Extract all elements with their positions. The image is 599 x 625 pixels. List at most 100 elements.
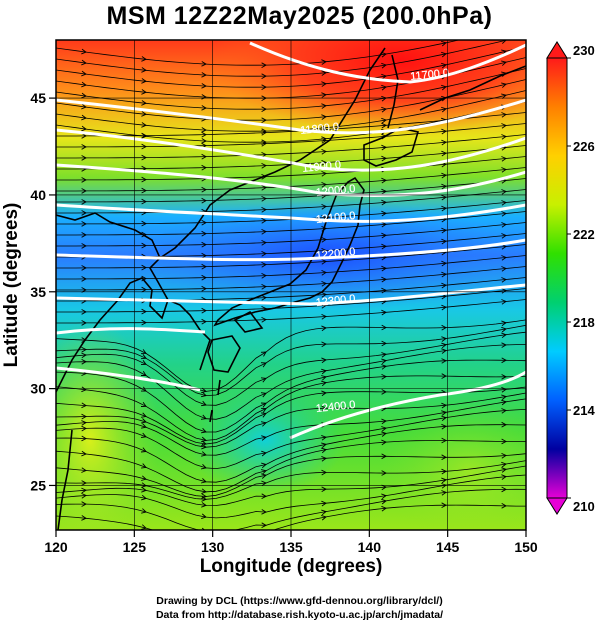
wind-arrow xyxy=(501,60,507,66)
wind-arrow xyxy=(381,453,387,460)
wind-arrow xyxy=(81,221,87,227)
wind-arrow xyxy=(441,51,447,58)
colorbar-min-arrow xyxy=(546,497,568,515)
wind-arrow xyxy=(201,138,207,144)
wind-arrow xyxy=(321,236,327,243)
wind-arrow xyxy=(321,103,327,109)
wind-arrow xyxy=(201,451,207,457)
wind-arrow xyxy=(501,467,507,473)
wind-arrow xyxy=(381,265,387,272)
wind-arrow xyxy=(201,496,207,502)
wind-arrow xyxy=(261,217,267,224)
wind-arrow xyxy=(381,51,387,58)
contour-label: 11900.0 xyxy=(302,159,342,175)
wind-arrow xyxy=(501,255,507,261)
wind-arrow xyxy=(81,413,87,420)
wind-arrow xyxy=(501,503,507,509)
wind-arrow xyxy=(261,480,267,487)
contour-labels: 11700.011800.011900.012000.012100.012200… xyxy=(300,67,450,415)
wind-arrow xyxy=(441,336,447,342)
wind-arrow xyxy=(81,492,87,499)
wind-arrow xyxy=(261,173,267,180)
x-axis-label: Longitude (degrees) xyxy=(199,556,383,577)
wind-arrow xyxy=(381,287,387,294)
wind-arrow xyxy=(260,469,267,475)
wind-arrow xyxy=(141,67,147,73)
wind-arrow xyxy=(321,380,327,387)
wind-arrow xyxy=(501,49,507,55)
wind-arrow xyxy=(201,502,207,508)
coastlines xyxy=(56,47,526,530)
wind-arrow xyxy=(260,377,267,383)
wind-arrow xyxy=(201,427,207,434)
wind-arrow xyxy=(141,231,147,238)
wind-arrow xyxy=(81,501,87,507)
wind-arrow xyxy=(501,394,507,400)
wind-arrow xyxy=(201,230,207,237)
wind-arrow xyxy=(321,81,327,87)
wind-arrow xyxy=(261,250,267,257)
wind-arrow xyxy=(261,117,267,123)
wind-arrow xyxy=(261,294,267,301)
wind-arrow xyxy=(441,454,447,460)
wind-arrow xyxy=(141,89,147,95)
wind-arrow xyxy=(381,439,387,446)
wind-arrow xyxy=(321,469,327,476)
wind-arrow xyxy=(262,531,267,536)
wind-arrow xyxy=(501,123,507,129)
wind-arrow xyxy=(201,318,207,325)
wind-arrow xyxy=(81,243,87,249)
colorbar-tick-label: 222 xyxy=(573,227,595,242)
wind-arrow xyxy=(441,183,447,190)
warm-anomaly xyxy=(210,40,526,135)
wind-arrow xyxy=(141,386,147,392)
wind-arrow xyxy=(201,391,207,398)
wind-arrow xyxy=(501,233,507,239)
wind-arrow xyxy=(201,488,207,494)
wind-arrow xyxy=(441,150,447,157)
wind-arrow xyxy=(441,106,447,113)
wind-arrow xyxy=(441,227,447,234)
wind-arrow xyxy=(81,435,87,442)
x-tick-label: 150 xyxy=(514,539,538,555)
wind-arrow xyxy=(201,164,207,171)
wind-arrow xyxy=(81,188,87,194)
chart-title: MSM 12Z22May2025 (200.0hPa) xyxy=(106,2,493,30)
wind-arrow xyxy=(141,264,147,271)
wind-arrow xyxy=(261,228,267,235)
credit-data: Data from http://database.rish.kyoto-u.a… xyxy=(155,609,444,621)
wind-arrow xyxy=(261,272,267,279)
wind-arrow xyxy=(381,358,387,364)
wind-arrow xyxy=(381,73,387,80)
wind-arrow xyxy=(381,232,387,239)
height-contours xyxy=(56,41,526,440)
wind-arrow xyxy=(201,72,207,78)
y-axis: 25 30 35 40 45 xyxy=(30,90,56,493)
wind-arrow xyxy=(501,112,507,118)
wind-arrow xyxy=(501,189,507,195)
wind-arrow xyxy=(141,111,147,117)
wind-arrow xyxy=(81,359,87,365)
contour-label: 12400.0 xyxy=(315,399,356,415)
wind-arrow xyxy=(321,434,327,441)
wind-arrow xyxy=(141,463,147,469)
wind-arrow xyxy=(141,524,147,530)
wind-arrow xyxy=(260,351,267,357)
wind-arrow xyxy=(381,188,387,195)
warm-southwest xyxy=(56,320,160,530)
y-tick-label: 30 xyxy=(30,381,46,397)
wind-arrow xyxy=(201,443,207,450)
wind-arrow xyxy=(381,431,387,437)
wind-arrow xyxy=(321,455,327,462)
wind-arrow xyxy=(81,265,87,271)
wind-arrow xyxy=(441,358,447,364)
wind-arrow xyxy=(321,280,327,287)
colorbar-tick-label: 218 xyxy=(573,315,595,330)
wind-arrow xyxy=(261,462,267,469)
wind-arrow xyxy=(261,421,267,427)
colorbar-max-arrow xyxy=(546,41,568,59)
wind-arrow xyxy=(381,210,387,217)
x-axis: 120 125 130 135 140 145 150 xyxy=(44,530,538,555)
x-tick-label: 135 xyxy=(279,539,303,555)
wind-arrow xyxy=(501,134,507,140)
